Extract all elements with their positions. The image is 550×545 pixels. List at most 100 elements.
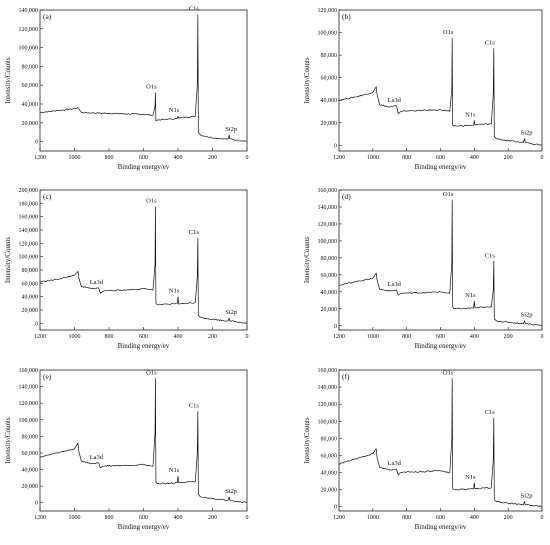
xps-panel-d: 0 20,000 40,000 60,000 80,000 100,000 120,000 1…	[303, 188, 544, 350]
x-tick-label: 1200	[34, 334, 46, 340]
y-tick-label: 160,000	[19, 368, 39, 374]
x-axis-label: Binding energy/ev	[118, 523, 170, 531]
peak-label-la3d: La3d	[90, 454, 104, 461]
peak-label-si2p: Si2p	[225, 309, 237, 316]
peak-label-n1s: N1s	[169, 288, 180, 295]
x-tick-label: 800	[402, 155, 411, 161]
x-tick-label: 800	[105, 515, 114, 521]
y-tick-label: 20,000	[22, 308, 39, 314]
y-tick-label: 120,000	[19, 27, 39, 33]
y-tick-label: 100,000	[318, 239, 338, 245]
x-tick-label: 400	[470, 334, 479, 340]
x-tick-label: 200	[504, 515, 513, 521]
peak-label-c1s: C1s	[189, 6, 200, 13]
x-tick-label: 1200	[333, 515, 345, 521]
x-tick-label: 600	[139, 334, 148, 340]
y-tick-label: 40,000	[22, 468, 39, 474]
panel-label: (f)	[342, 372, 350, 381]
peak-label-si2p: Si2p	[225, 488, 237, 495]
peak-label-la3d: La3d	[388, 460, 402, 467]
y-tick-label: 20,000	[321, 121, 338, 127]
y-tick-label: 40,000	[321, 290, 338, 296]
x-tick-label: 600	[139, 155, 148, 161]
y-tick-label: 140,000	[19, 385, 39, 391]
x-tick-label: 1200	[34, 155, 46, 161]
x-tick-label: 1000	[367, 155, 379, 161]
x-tick-label: 0	[541, 334, 544, 340]
plot-frame	[338, 189, 543, 331]
spectrum-line	[338, 199, 543, 326]
peak-label-si2p: Si2p	[521, 130, 533, 137]
y-tick-label: 80,000	[321, 436, 338, 442]
y-tick-label: 60,000	[321, 273, 338, 279]
y-tick-label: 100,000	[318, 419, 338, 425]
x-tick-label: 1000	[367, 334, 379, 340]
peak-label-o1s: O1s	[443, 29, 454, 36]
spectrum-line	[39, 14, 248, 142]
x-tick-label: 800	[402, 515, 411, 521]
y-axis-label: Intensity/Counts	[4, 417, 12, 464]
y-tick-label: 20,000	[22, 484, 39, 490]
peak-label-c1s: C1s	[485, 252, 496, 259]
x-tick-label: 1000	[69, 155, 81, 161]
y-tick-label: 0	[35, 140, 38, 146]
peak-label-la3d: La3d	[90, 279, 104, 286]
y-tick-label: 20,000	[321, 488, 338, 494]
x-tick-label: 800	[402, 334, 411, 340]
y-tick-label: 60,000	[22, 281, 39, 287]
peak-label-n1s: N1s	[169, 467, 180, 474]
y-tick-label: 0	[35, 321, 38, 327]
x-tick-label: 200	[208, 515, 217, 521]
y-tick-label: 0	[334, 143, 337, 149]
y-tick-label: 40,000	[22, 295, 39, 301]
y-tick-label: 20,000	[321, 307, 338, 313]
y-tick-label: 60,000	[321, 76, 338, 82]
x-tick-label: 0	[246, 334, 249, 340]
spectrum-line	[338, 37, 543, 146]
x-tick-label: 400	[174, 334, 183, 340]
plot-frame	[338, 369, 543, 512]
y-tick-label: 200,000	[19, 188, 39, 194]
x-axis-label: Binding energy/ev	[415, 342, 467, 350]
y-tick-label: 60,000	[22, 83, 39, 89]
y-tick-label: 0	[334, 324, 337, 330]
y-tick-label: 100,000	[19, 418, 39, 424]
y-axis-label: Intensity/Counts	[4, 57, 12, 104]
xps-panel-f: 0 20,000 40,000 60,000 80,000 100,000 120,000 1…	[303, 368, 544, 531]
x-tick-label: 200	[208, 155, 217, 161]
x-axis-label: Binding energy/ev	[415, 523, 467, 531]
peak-label-o1s: O1s	[443, 191, 454, 198]
x-tick-label: 1200	[333, 155, 345, 161]
x-tick-label: 200	[504, 334, 513, 340]
peak-label-si2p: Si2p	[521, 312, 533, 319]
panel-label: (b)	[342, 12, 351, 21]
x-tick-label: 600	[139, 515, 148, 521]
y-tick-label: 120,000	[19, 401, 39, 407]
x-tick-label: 200	[208, 334, 217, 340]
peak-label-c1s: C1s	[189, 402, 200, 409]
x-tick-label: 800	[105, 155, 114, 161]
peak-label-c1s: C1s	[485, 39, 496, 46]
x-tick-label: 1000	[69, 515, 81, 521]
peak-label-o1s: O1s	[146, 84, 157, 91]
y-tick-label: 80,000	[321, 256, 338, 262]
y-tick-label: 120,000	[318, 8, 338, 14]
y-tick-label: 120,000	[19, 241, 39, 247]
peak-label-n1s: N1s	[465, 474, 476, 481]
y-tick-label: 40,000	[22, 102, 39, 108]
x-tick-label: 400	[174, 155, 183, 161]
peak-label-si2p: Si2p	[521, 493, 533, 500]
x-tick-label: 0	[541, 515, 544, 521]
x-tick-label: 400	[174, 515, 183, 521]
plot-frame	[338, 9, 543, 152]
y-tick-label: 20,000	[22, 121, 39, 127]
y-axis-label: Intensity/Counts	[303, 57, 311, 104]
x-tick-label: 400	[470, 515, 479, 521]
x-tick-label: 600	[436, 155, 445, 161]
y-axis-label: Intensity/Counts	[303, 237, 311, 284]
y-tick-label: 80,000	[321, 53, 338, 59]
x-tick-label: 600	[436, 515, 445, 521]
peak-label-n1s: N1s	[169, 107, 180, 114]
panel-label: (a)	[43, 12, 52, 21]
y-tick-label: 80,000	[22, 268, 39, 274]
